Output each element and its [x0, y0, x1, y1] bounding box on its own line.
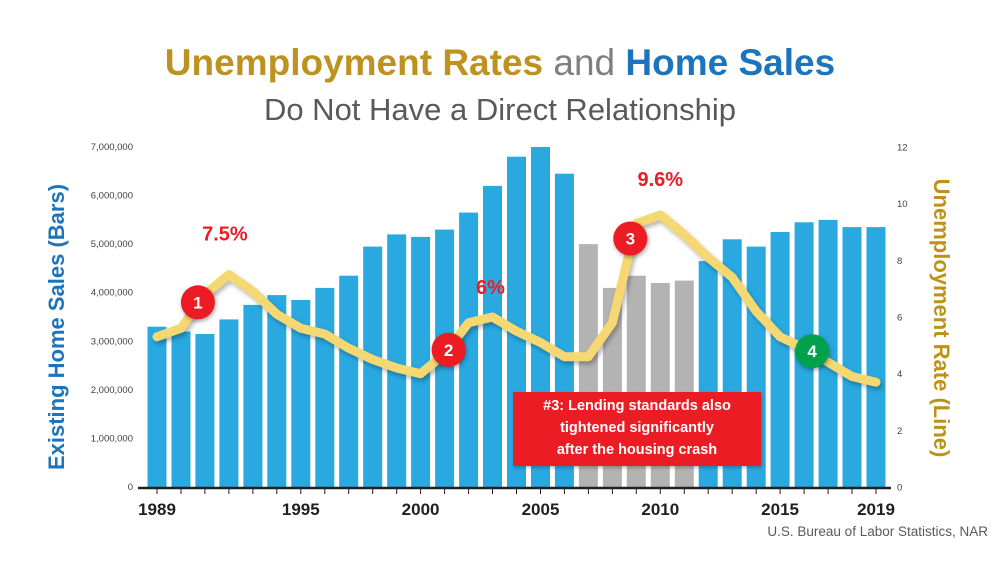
marker-number-3: 3 — [626, 230, 635, 249]
x-label-1989: 1989 — [138, 500, 176, 519]
marker-number-1: 1 — [193, 293, 202, 312]
left-tick-5: 5,000,000 — [91, 239, 133, 250]
callout-line-3: after the housing crash — [556, 441, 718, 458]
right-tick-4: 4 — [897, 369, 902, 380]
page-subtitle: Do Not Have a Direct Relationship — [263, 92, 737, 127]
x-label-2010: 2010 — [641, 500, 679, 519]
x-label-1995: 1995 — [282, 500, 320, 519]
left-tick-7: 7,000,000 — [91, 142, 133, 153]
marker-circle-1 — [180, 285, 215, 320]
bar-2019 — [866, 227, 886, 487]
title-part-home-sales: Home Sales — [625, 42, 836, 83]
marker-circle-2 — [431, 332, 466, 367]
rate-callout-6pct: 6% — [476, 277, 505, 299]
rate-callout-7.5pct: 7.5% — [202, 224, 248, 246]
marker-2: 2 — [431, 332, 466, 367]
bar-1995 — [291, 300, 311, 487]
x-label-2019: 2019 — [857, 500, 895, 519]
left-tick-0: 0 — [128, 482, 133, 493]
bar-1992 — [219, 319, 239, 487]
marker-circle-4 — [795, 334, 830, 369]
callout-line-2: tightened significantly — [560, 420, 714, 437]
unemployment-line — [152, 210, 881, 387]
bar-2018 — [842, 227, 862, 487]
right-tick-10: 10 — [897, 199, 908, 210]
marker-4: 4 — [795, 334, 830, 369]
bar-1994 — [267, 295, 287, 487]
left-tick-6: 6,000,000 — [91, 191, 133, 202]
bar-2002 — [459, 212, 479, 487]
x-label-2015: 2015 — [761, 500, 799, 519]
bar-2003 — [483, 185, 502, 487]
marker-1: 1 — [180, 285, 215, 320]
right-tick-0: 0 — [897, 483, 902, 494]
bar-1998 — [363, 246, 383, 487]
bar-2015 — [770, 232, 790, 487]
bar-1989 — [147, 326, 167, 487]
left-tick-3: 3,000,000 — [91, 336, 133, 347]
bar-2000 — [411, 236, 431, 487]
marker-3: 3 — [613, 221, 648, 256]
bar-1997 — [339, 275, 359, 487]
lending-standards-callout: #3: Lending standards also tightened sig… — [513, 392, 761, 466]
right-tick-2: 2 — [897, 426, 902, 437]
callout-line-1: #3: Lending standards also — [543, 398, 731, 415]
source-attribution: U.S. Bureau of Labor Statistics, NAR — [767, 524, 988, 539]
page-title: Unemployment Rates and Home Sales — [0, 42, 1000, 84]
marker-number-4: 4 — [807, 342, 817, 361]
bar-1999 — [387, 234, 407, 487]
marker-number-2: 2 — [444, 341, 453, 360]
bar-1996 — [315, 287, 335, 487]
x-label-2005: 2005 — [522, 500, 560, 519]
left-tick-4: 4,000,000 — [91, 288, 133, 299]
right-tick-6: 6 — [897, 313, 902, 324]
bar-1993 — [243, 304, 263, 487]
left-tick-2: 2,000,000 — [91, 385, 133, 396]
marker-circle-3 — [613, 221, 648, 256]
right-tick-12: 12 — [897, 143, 908, 154]
rate-callout-9.6pct: 9.6% — [638, 169, 684, 191]
title-part-and: and — [553, 42, 616, 83]
bar-1990 — [171, 331, 191, 487]
bar-1991 — [195, 334, 215, 487]
right-tick-8: 8 — [897, 256, 902, 267]
x-label-2000: 2000 — [402, 500, 440, 519]
left-tick-1: 1,000,000 — [91, 433, 133, 444]
title-part-unemployment: Unemployment Rates — [164, 42, 544, 83]
